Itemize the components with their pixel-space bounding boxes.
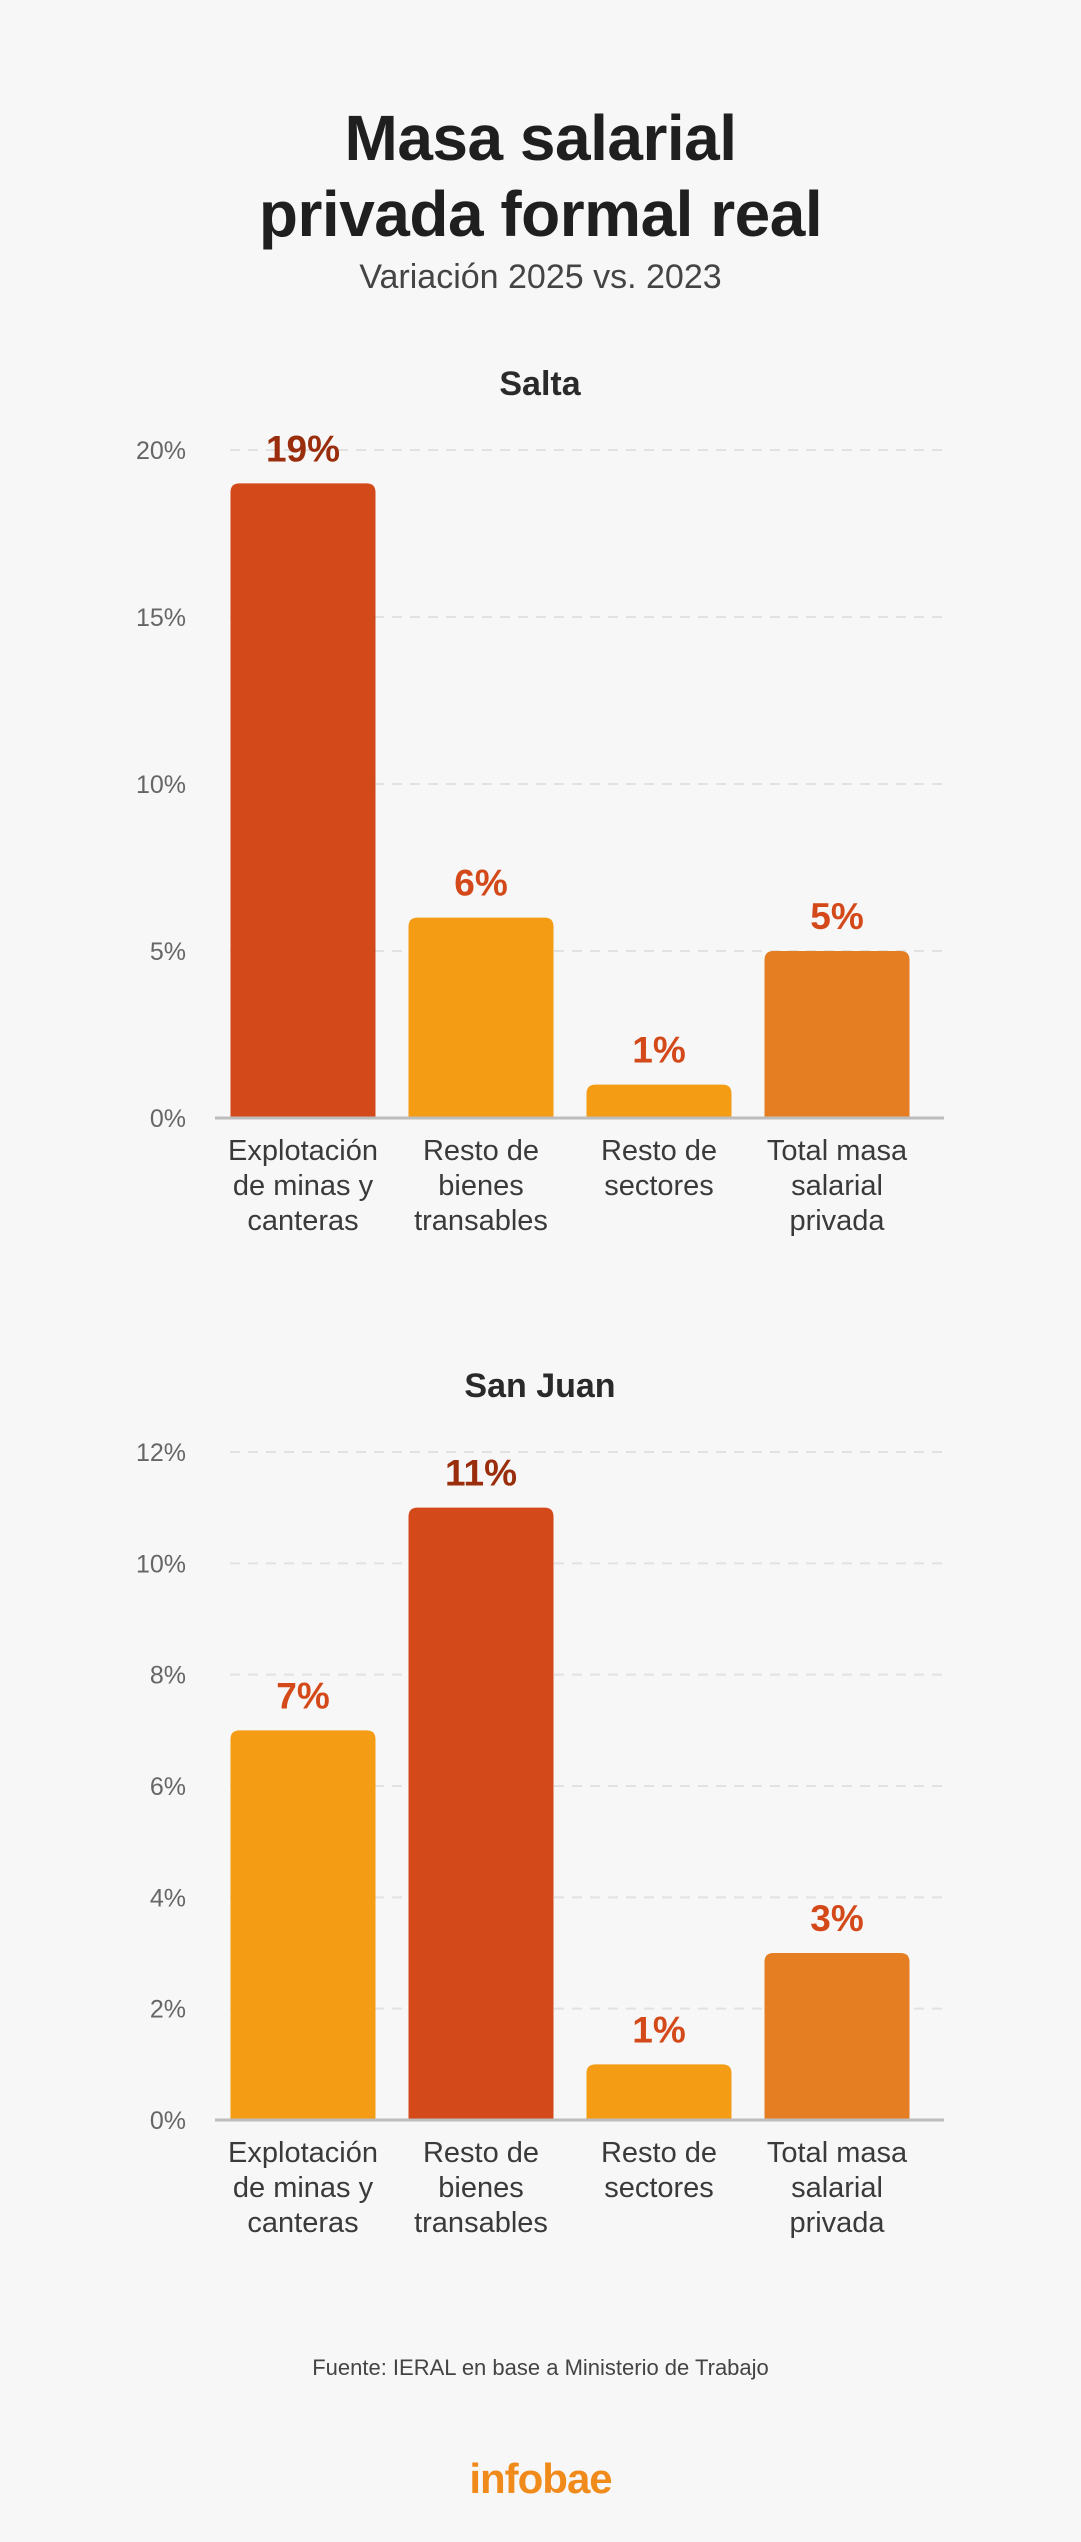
chart-salta: Salta 0% 5% 10% 15% 20% 19% Explotación de minas… bbox=[136, 365, 944, 1237]
data-label: 19% bbox=[266, 428, 340, 469]
title-line-1: Masa salarial bbox=[344, 102, 738, 174]
y-tick-label: 15% bbox=[136, 604, 186, 632]
page-title: Masa salarial privada formal real bbox=[0, 100, 1081, 252]
bar bbox=[586, 2064, 732, 2120]
y-tick-label: 6% bbox=[150, 1773, 186, 1801]
x-tick-label: Resto de sectores bbox=[601, 2137, 717, 2204]
y-tick-label: 4% bbox=[150, 1884, 186, 1912]
y-tick-label: 10% bbox=[136, 771, 186, 799]
y-tick-label: 20% bbox=[136, 437, 186, 465]
bar bbox=[764, 1953, 910, 2120]
bar bbox=[408, 917, 554, 1118]
data-label: 5% bbox=[810, 896, 863, 937]
chart-title: Salta bbox=[499, 365, 581, 403]
x-tick-label: Explotación de minas y canteras bbox=[228, 2137, 378, 2239]
source-note: Fuente: IERAL en base a Ministerio de Tr… bbox=[312, 2355, 769, 2380]
y-tick-label: 0% bbox=[150, 2107, 186, 2135]
bar bbox=[230, 1730, 376, 2120]
y-tick-label: 8% bbox=[150, 1662, 186, 1690]
x-tick-label: Resto de bienes transables bbox=[414, 1135, 548, 1237]
x-tick-label: Resto de sectores bbox=[601, 1135, 717, 1202]
data-label: 11% bbox=[445, 1453, 517, 1494]
title-line-2: privada formal real bbox=[258, 178, 823, 250]
data-label: 1% bbox=[632, 2009, 685, 2050]
data-label: 7% bbox=[276, 1675, 329, 1716]
data-label: 1% bbox=[632, 1030, 685, 1071]
x-tick-label: Resto de bienes transables bbox=[414, 2137, 548, 2239]
chart-san-juan: San Juan 0% 2% 4% 6% 8% 10% 12% 7% Explotación de … bbox=[136, 1367, 944, 2239]
data-label: 3% bbox=[810, 1898, 863, 1939]
y-tick-label: 0% bbox=[150, 1105, 186, 1133]
bar bbox=[586, 1084, 732, 1118]
infobae-logo: infobae bbox=[469, 2455, 612, 2502]
bar bbox=[230, 483, 376, 1118]
bar bbox=[408, 1507, 554, 2120]
y-tick-label: 5% bbox=[150, 938, 186, 966]
x-tick-label: Total masa salarial privada bbox=[767, 2137, 908, 2239]
page-subtitle: Variación 2025 vs. 2023 bbox=[359, 258, 722, 296]
data-label: 6% bbox=[454, 863, 507, 904]
x-tick-label: Total masa salarial privada bbox=[767, 1135, 908, 1237]
y-tick-label: 10% bbox=[136, 1550, 186, 1578]
x-tick-label: Explotación de minas y canteras bbox=[228, 1135, 378, 1237]
chart-title: San Juan bbox=[464, 1367, 615, 1405]
bar bbox=[764, 951, 910, 1118]
y-tick-label: 2% bbox=[150, 1996, 186, 2024]
y-tick-label: 12% bbox=[136, 1439, 186, 1467]
